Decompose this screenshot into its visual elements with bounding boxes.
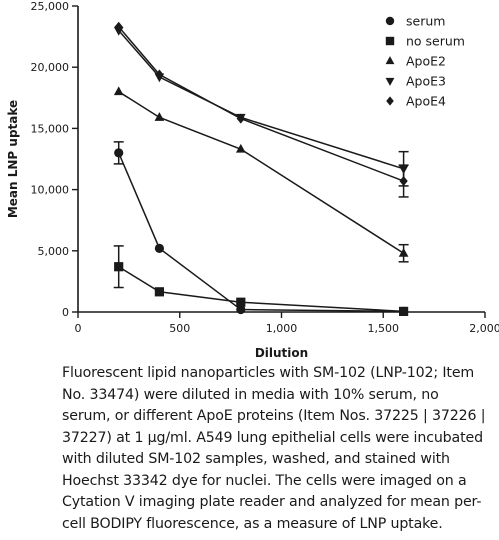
x-tick-label: 2,000 bbox=[469, 322, 499, 335]
series-line-apoe4 bbox=[118, 26, 404, 182]
y-tick-label: 20,000 bbox=[31, 61, 70, 74]
data-point-apoe2 bbox=[113, 86, 124, 96]
series-line-no-serum bbox=[118, 266, 404, 313]
series-line-apoe3 bbox=[118, 29, 404, 170]
data-point-apoe4 bbox=[236, 113, 245, 124]
data-point-apoe2 bbox=[235, 143, 246, 153]
x-tick-label: 1,000 bbox=[266, 322, 298, 335]
legend-marker-apoe2 bbox=[385, 56, 395, 65]
y-axis: 0 5,000 10,000 15,000 20,000 25,000 bbox=[31, 0, 79, 319]
x-tick-label: 0 bbox=[75, 322, 82, 335]
data-point-apoe2 bbox=[398, 247, 409, 257]
data-point-apoe4 bbox=[114, 21, 123, 32]
data-point-apoe4 bbox=[399, 175, 408, 187]
legend-marker-apoe3 bbox=[385, 77, 395, 86]
data-point-no-serum bbox=[236, 297, 246, 307]
legend-label-serum: serum bbox=[406, 14, 445, 29]
y-tick-label: 25,000 bbox=[31, 0, 70, 13]
series-no-serum bbox=[113, 245, 409, 316]
legend-label-apoe3: ApoE3 bbox=[406, 74, 446, 89]
data-point-serum bbox=[114, 148, 124, 158]
y-axis-title: Mean LNP uptake bbox=[6, 100, 20, 218]
data-point-serum bbox=[236, 304, 246, 315]
series-line-apoe2 bbox=[118, 91, 405, 254]
legend: serum no serum ApoE2 ApoE3 ApoE4 bbox=[385, 14, 465, 109]
line-chart: 0 5,000 10,000 15,000 20,000 25,000 0 500 1,000… bbox=[6, 0, 499, 360]
legend-label-no-serum: no serum bbox=[406, 34, 465, 49]
data-point-apoe2 bbox=[154, 112, 165, 121]
series-layer bbox=[113, 21, 409, 316]
y-tick-label: 0 bbox=[62, 306, 69, 319]
y-tick-label: 5,000 bbox=[38, 245, 70, 258]
x-tick-label: 1,500 bbox=[368, 322, 400, 335]
x-axis: 0 500 1,000 1,500 2,000 bbox=[75, 311, 499, 335]
legend-marker-no-serum bbox=[385, 36, 395, 46]
series-apoe4 bbox=[114, 21, 409, 198]
y-tick-label: 15,000 bbox=[31, 122, 70, 135]
y-tick-label: 10,000 bbox=[31, 184, 70, 197]
legend-marker-serum bbox=[385, 16, 395, 26]
legend-marker-apoe4 bbox=[386, 96, 394, 106]
legend-label-apoe4: ApoE4 bbox=[406, 94, 446, 109]
legend-label-apoe2: ApoE2 bbox=[406, 54, 446, 69]
series-apoe2 bbox=[113, 86, 409, 263]
data-point-apoe4 bbox=[155, 69, 164, 80]
series-line-serum bbox=[118, 152, 404, 313]
data-point-no-serum bbox=[154, 287, 164, 297]
x-axis-title: Dilution bbox=[255, 346, 308, 360]
x-tick-label: 500 bbox=[169, 322, 190, 335]
figure-caption: Fluorescent lipid nanoparticles with SM-… bbox=[62, 365, 486, 532]
data-point-serum bbox=[154, 243, 164, 253]
data-point-no-serum bbox=[114, 262, 124, 272]
data-point-no-serum bbox=[399, 306, 409, 316]
